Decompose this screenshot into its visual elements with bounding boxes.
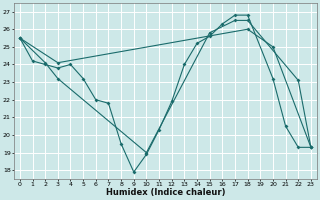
X-axis label: Humidex (Indice chaleur): Humidex (Indice chaleur) [106,188,225,197]
